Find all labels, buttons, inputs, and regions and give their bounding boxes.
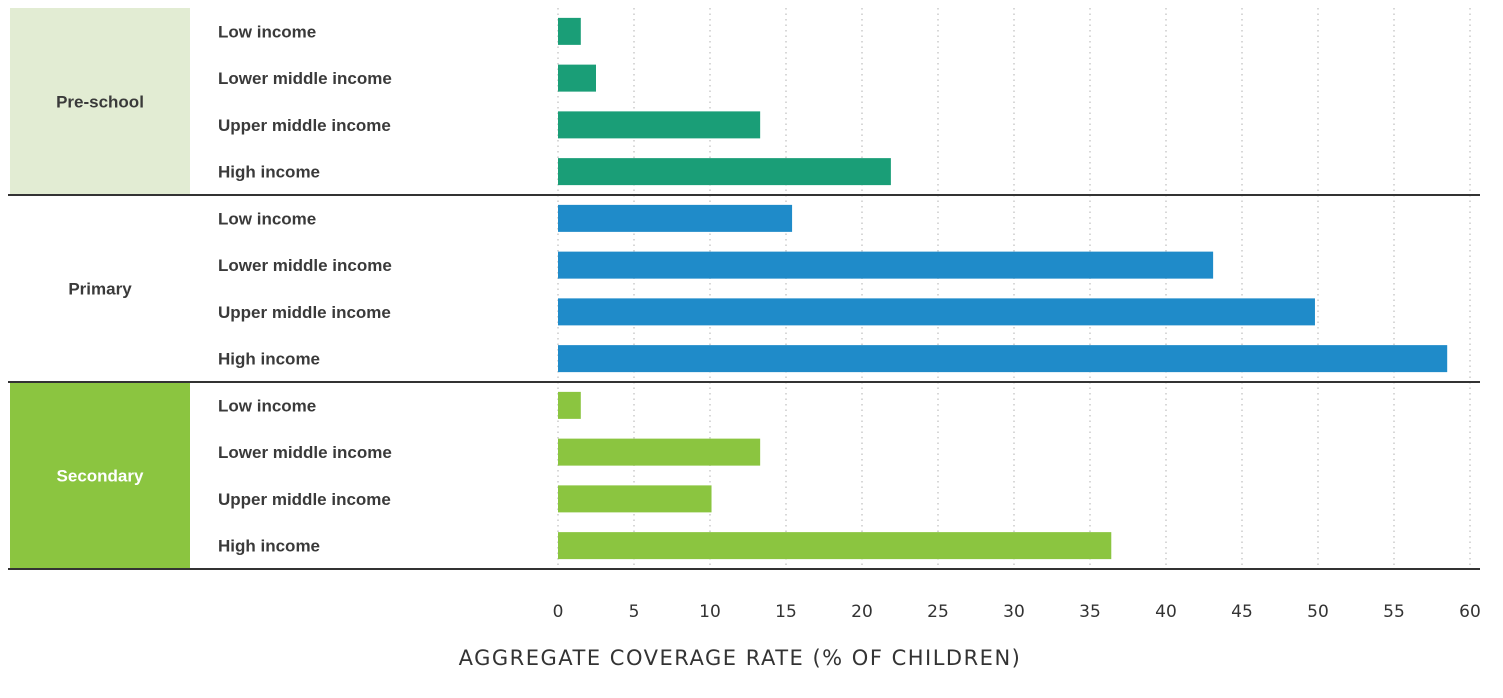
row-label: Upper middle income [218, 116, 391, 135]
group-separators [8, 194, 1480, 570]
group-panel [10, 195, 190, 382]
bar [558, 532, 1112, 560]
x-tick-label: 5 [629, 602, 640, 622]
row-label: Low income [218, 209, 316, 228]
group-label: Secondary [57, 467, 144, 486]
bar [558, 251, 1214, 279]
x-tick-label: 0 [553, 602, 564, 622]
group-label: Primary [68, 280, 132, 299]
bar [558, 158, 891, 186]
bar [558, 298, 1315, 326]
row-label: Upper middle income [218, 490, 391, 509]
row-labels: Low income Lower middle income Upper middl… [218, 22, 392, 555]
bar [558, 111, 761, 139]
row-label: High income [218, 537, 320, 556]
row-label: Upper middle income [218, 303, 391, 322]
row-label: Low income [218, 396, 316, 415]
x-tick-label: 25 [927, 602, 949, 622]
bar [558, 485, 712, 513]
x-axis-ticks: 0 5 10 15 20 25 30 35 40 45 50 55 60 [553, 602, 1481, 622]
bar [558, 64, 596, 92]
x-tick-label: 50 [1307, 602, 1329, 622]
bar [558, 17, 581, 45]
x-tick-label: 20 [851, 602, 873, 622]
x-tick-label: 15 [775, 602, 797, 622]
row-label: Lower middle income [218, 443, 392, 462]
gridlines [557, 8, 1471, 566]
bar [558, 438, 761, 466]
row-label: Lower middle income [218, 69, 392, 88]
x-tick-label: 55 [1383, 602, 1405, 622]
bar [558, 391, 581, 419]
x-tick-label: 30 [1003, 602, 1025, 622]
x-tick-label: 40 [1155, 602, 1177, 622]
row-label: High income [218, 350, 320, 369]
bar [558, 345, 1448, 373]
x-axis-title: AGGREGATE COVERAGE RATE (% OF CHILDREN) [459, 646, 1022, 670]
group-label-panels: Pre-school Primary Secondary [10, 8, 190, 569]
row-label: Lower middle income [218, 256, 392, 275]
row-label: High income [218, 163, 320, 182]
x-tick-label: 35 [1079, 602, 1101, 622]
x-tick-label: 10 [699, 602, 721, 622]
group-panel [10, 382, 190, 569]
x-tick-label: 45 [1231, 602, 1253, 622]
bar [558, 204, 793, 232]
bars [558, 17, 1448, 560]
x-tick-label: 60 [1459, 602, 1481, 622]
group-label: Pre-school [56, 93, 144, 112]
row-label: Low income [218, 22, 316, 41]
group-panel [10, 8, 190, 195]
